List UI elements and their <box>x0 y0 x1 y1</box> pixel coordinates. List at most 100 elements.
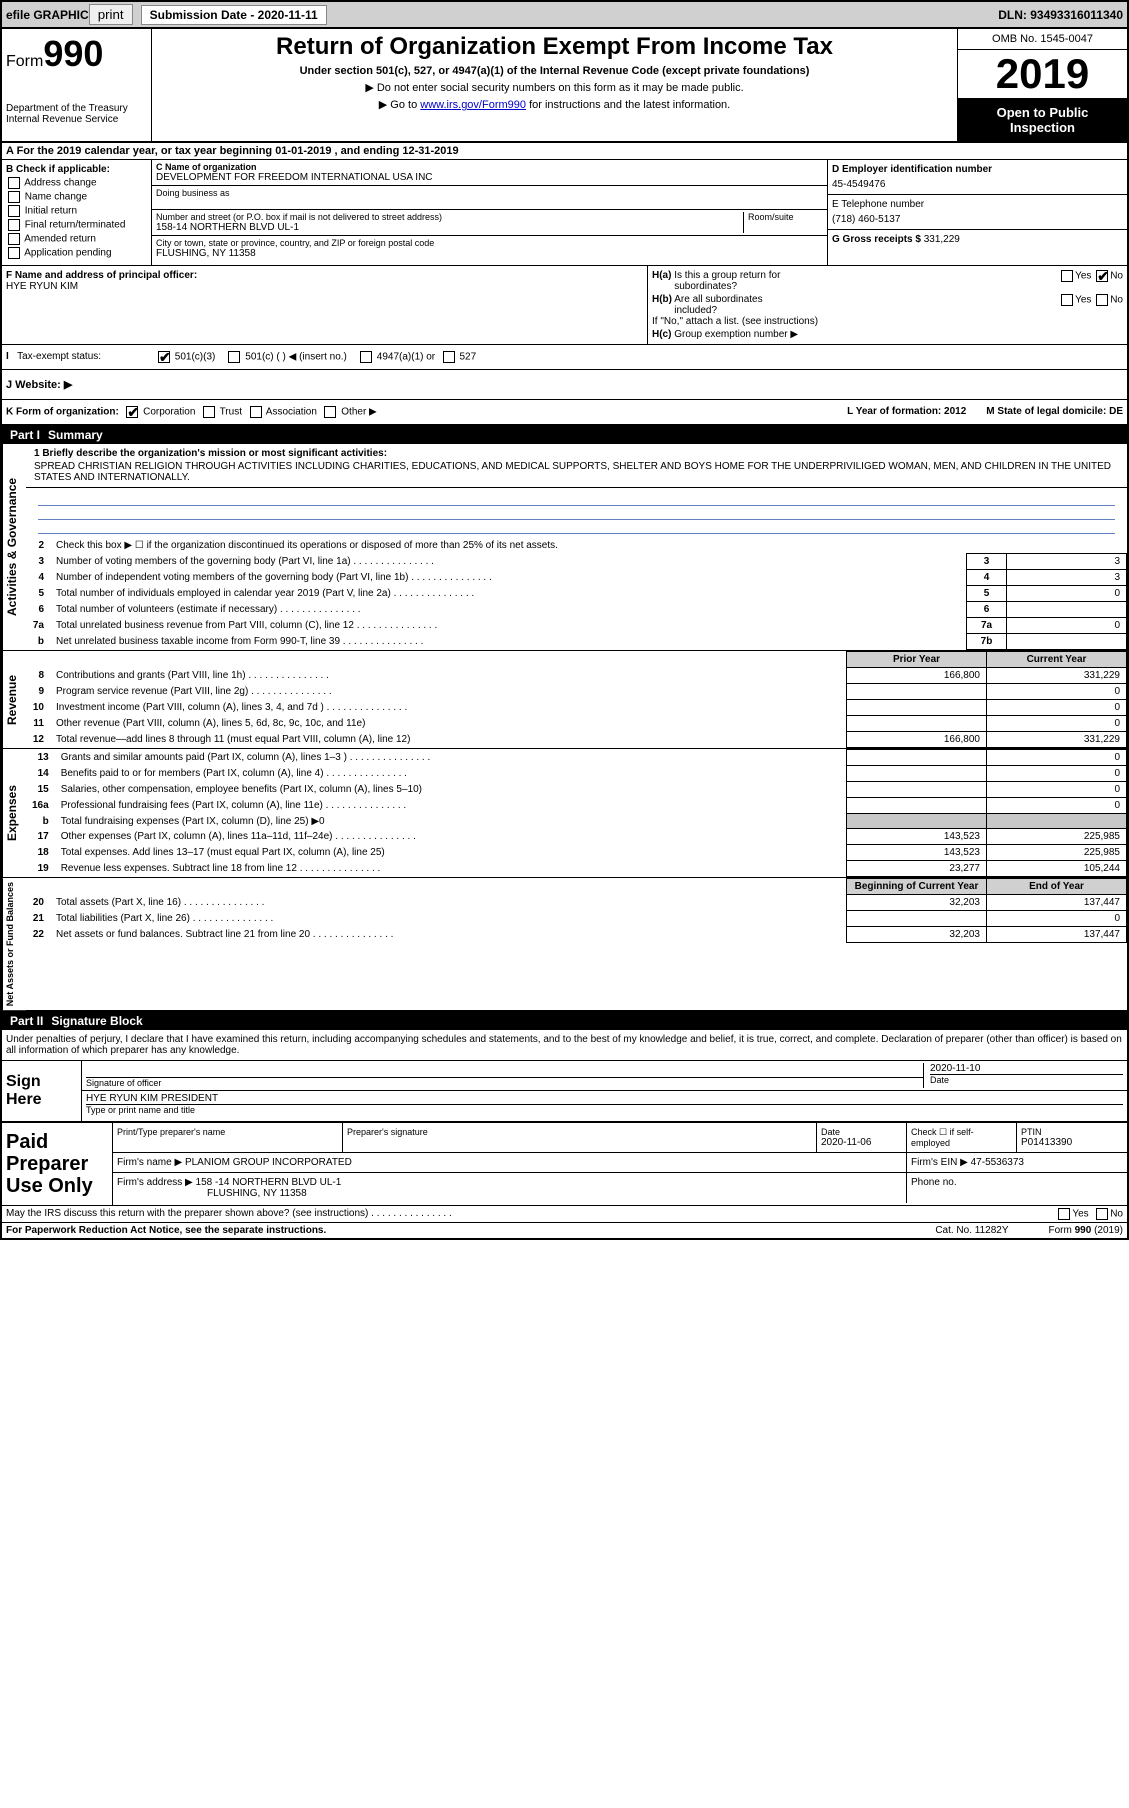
table-row: 8Contributions and grants (Part VIII, li… <box>26 668 1127 684</box>
part2-label: Part II <box>10 1014 51 1028</box>
form-number: 990 <box>43 33 103 74</box>
table-row: 6Total number of volunteers (estimate if… <box>26 602 1127 618</box>
firm-addr-2: FLUSHING, NY 11358 <box>207 1188 307 1199</box>
form-ref: Form 990 (2019) <box>1049 1225 1123 1236</box>
table-row: 19Revenue less expenses. Subtract line 1… <box>26 861 1127 877</box>
chk-initial[interactable]: Initial return <box>6 205 147 217</box>
chk-assoc[interactable] <box>250 406 262 418</box>
paid-preparer-section: Paid Preparer Use Only Print/Type prepar… <box>2 1123 1127 1206</box>
part1-title: Summary <box>48 428 103 442</box>
side-activities: Activities & Governance <box>2 444 26 650</box>
line2-desc: Check this box ▶ ☐ if the organization d… <box>50 538 1127 554</box>
activities-block: Activities & Governance 1 Briefly descri… <box>2 444 1127 651</box>
right-info-column: D Employer identification number 45-4549… <box>827 160 1127 265</box>
table-row: 14Benefits paid to or for members (Part … <box>26 766 1127 782</box>
phone-value: (718) 460-5137 <box>832 214 1123 225</box>
part2-title: Signature Block <box>51 1014 142 1028</box>
prep-date-label: Date <box>821 1127 902 1137</box>
b-heading: B Check if applicable: <box>6 164 147 175</box>
footer-row: For Paperwork Reduction Act Notice, see … <box>2 1223 1127 1238</box>
side-net: Net Assets or Fund Balances <box>2 878 26 1010</box>
hb-label: H(b) Are all subordinates included? <box>652 294 763 316</box>
table-row: 12Total revenue—add lines 8 through 11 (… <box>26 732 1127 748</box>
header-right: OMB No. 1545-0047 2019 Open to Public In… <box>957 29 1127 141</box>
form-label: Form <box>6 53 43 70</box>
print-button[interactable]: print <box>89 4 133 25</box>
instruction-2-pre: ▶ Go to <box>379 99 420 111</box>
pra-notice: For Paperwork Reduction Act Notice, see … <box>6 1225 326 1236</box>
chk-527[interactable] <box>443 351 455 363</box>
table-row: 17Other expenses (Part IX, column (A), l… <box>26 829 1127 845</box>
chk-501c3[interactable] <box>158 351 170 363</box>
self-emp-label: Check ☐ if self-employed <box>907 1123 1017 1152</box>
chk-name[interactable]: Name change <box>6 191 147 203</box>
net-assets-block: Net Assets or Fund Balances Beginning of… <box>2 878 1127 1012</box>
mission-box: 1 Briefly describe the organization's mi… <box>26 444 1127 488</box>
chk-4947[interactable] <box>360 351 372 363</box>
instruction-2-post: for instructions and the latest informat… <box>526 99 730 111</box>
ein-value: 45-4549476 <box>832 179 1123 190</box>
chk-trust[interactable] <box>203 406 215 418</box>
table-row: bNet unrelated business taxable income f… <box>26 634 1127 650</box>
addr-label: Number and street (or P.O. box if mail i… <box>156 212 743 222</box>
discuss-no[interactable] <box>1096 1208 1108 1220</box>
g-label: G Gross receipts $ <box>832 234 921 245</box>
table-row: 5Total number of individuals employed in… <box>26 586 1127 602</box>
dba-label: Doing business as <box>156 188 823 198</box>
current-hdr: Current Year <box>987 652 1127 668</box>
submission-date: Submission Date - 2020-11-11 <box>141 5 327 25</box>
hc-label: H(c) Group exemption number ▶ <box>652 329 1123 340</box>
part2-header: Part II Signature Block <box>2 1012 1127 1030</box>
header-left: Form990 Department of the Treasury Inter… <box>2 29 152 141</box>
table-row: 15Salaries, other compensation, employee… <box>26 782 1127 798</box>
f-label: F Name and address of principal officer: <box>6 270 643 281</box>
chk-501c[interactable] <box>228 351 240 363</box>
chk-final[interactable]: Final return/terminated <box>6 219 147 231</box>
checkbox-column: B Check if applicable: Address change Na… <box>2 160 152 265</box>
ha-label: H(a) Is this a group return for subordin… <box>652 270 780 292</box>
klm-row: K Form of organization: Corporation Trus… <box>2 400 1127 426</box>
table-header-row: Prior Year Current Year <box>26 652 1127 668</box>
section-bcdeg: B Check if applicable: Address change Na… <box>2 160 1127 266</box>
table-row: 18Total expenses. Add lines 13–17 (must … <box>26 845 1127 861</box>
table-row: 9Program service revenue (Part VIII, lin… <box>26 684 1127 700</box>
eoy-hdr: End of Year <box>987 879 1127 895</box>
prep-sig-label: Preparer's signature <box>347 1127 812 1137</box>
org-address: 158-14 NORTHERN BLVD UL-1 <box>156 222 743 233</box>
sig-officer-label: Signature of officer <box>86 1077 923 1088</box>
form-subtitle: Under section 501(c), 527, or 4947(a)(1)… <box>160 65 949 77</box>
expenses-table: 13Grants and similar amounts paid (Part … <box>26 749 1127 877</box>
table-row: 13Grants and similar amounts paid (Part … <box>26 750 1127 766</box>
boy-hdr: Beginning of Current Year <box>847 879 987 895</box>
discuss-row: May the IRS discuss this return with the… <box>2 1206 1127 1223</box>
side-expenses: Expenses <box>2 749 26 877</box>
chk-address[interactable]: Address change <box>6 177 147 189</box>
chk-corp[interactable] <box>126 406 138 418</box>
blank-lines <box>26 488 1127 538</box>
firm-ein-label: Firm's EIN ▶ <box>911 1157 968 1168</box>
table-row: 20Total assets (Part X, line 16)32,20313… <box>26 895 1127 911</box>
dln-label: DLN: 93493316011340 <box>998 8 1123 22</box>
governance-table: 2 Check this box ▶ ☐ if the organization… <box>26 538 1127 650</box>
ptin-value: P01413390 <box>1021 1137 1123 1148</box>
discuss-label: May the IRS discuss this return with the… <box>6 1208 452 1220</box>
net-assets-table: Beginning of Current Year End of Year 20… <box>26 878 1127 943</box>
city-label: City or town, state or province, country… <box>156 238 823 248</box>
table-row: 4Number of independent voting members of… <box>26 570 1127 586</box>
chk-application[interactable]: Application pending <box>6 247 147 259</box>
side-revenue: Revenue <box>2 651 26 748</box>
table-row: 16aProfessional fundraising fees (Part I… <box>26 798 1127 814</box>
firm-addr-1: 158 -14 NORTHERN BLVD UL-1 <box>196 1177 342 1188</box>
chk-amended[interactable]: Amended return <box>6 233 147 245</box>
table-row: 7aTotal unrelated business revenue from … <box>26 618 1127 634</box>
chk-other[interactable] <box>324 406 336 418</box>
efile-label: efile GRAPHIC <box>6 8 89 22</box>
form-title: Return of Organization Exempt From Incom… <box>160 33 949 61</box>
instructions-link[interactable]: www.irs.gov/Form990 <box>420 99 526 111</box>
omb-number: OMB No. 1545-0047 <box>958 29 1127 50</box>
ha-answer: Yes No <box>1059 270 1123 292</box>
table-row: bTotal fundraising expenses (Part IX, co… <box>26 814 1127 829</box>
firm-ein-value: 47-5536373 <box>971 1157 1024 1168</box>
hb-note: If "No," attach a list. (see instruction… <box>652 316 1123 327</box>
discuss-yes[interactable] <box>1058 1208 1070 1220</box>
